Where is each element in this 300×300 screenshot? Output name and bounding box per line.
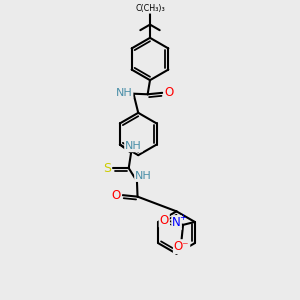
Text: O: O bbox=[160, 214, 169, 227]
Text: N: N bbox=[172, 216, 181, 229]
Text: NH: NH bbox=[116, 88, 133, 98]
Text: NH: NH bbox=[125, 141, 142, 151]
Text: NH: NH bbox=[135, 171, 152, 181]
Text: S: S bbox=[103, 162, 111, 175]
Text: +: + bbox=[179, 213, 186, 222]
Text: C(CH₃)₃: C(CH₃)₃ bbox=[135, 4, 165, 13]
Text: O⁻: O⁻ bbox=[174, 240, 189, 253]
Text: O: O bbox=[112, 189, 121, 202]
Text: O: O bbox=[164, 86, 173, 99]
